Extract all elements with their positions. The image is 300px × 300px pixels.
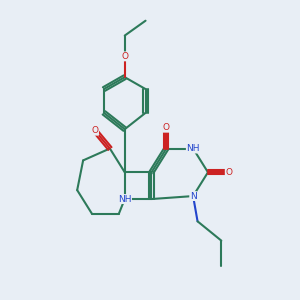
- Text: NH: NH: [186, 144, 200, 153]
- Text: O: O: [121, 52, 128, 61]
- Text: O: O: [225, 168, 232, 177]
- Text: N: N: [190, 192, 196, 201]
- Text: O: O: [163, 123, 170, 132]
- Text: NH: NH: [118, 194, 131, 203]
- Text: O: O: [92, 126, 98, 135]
